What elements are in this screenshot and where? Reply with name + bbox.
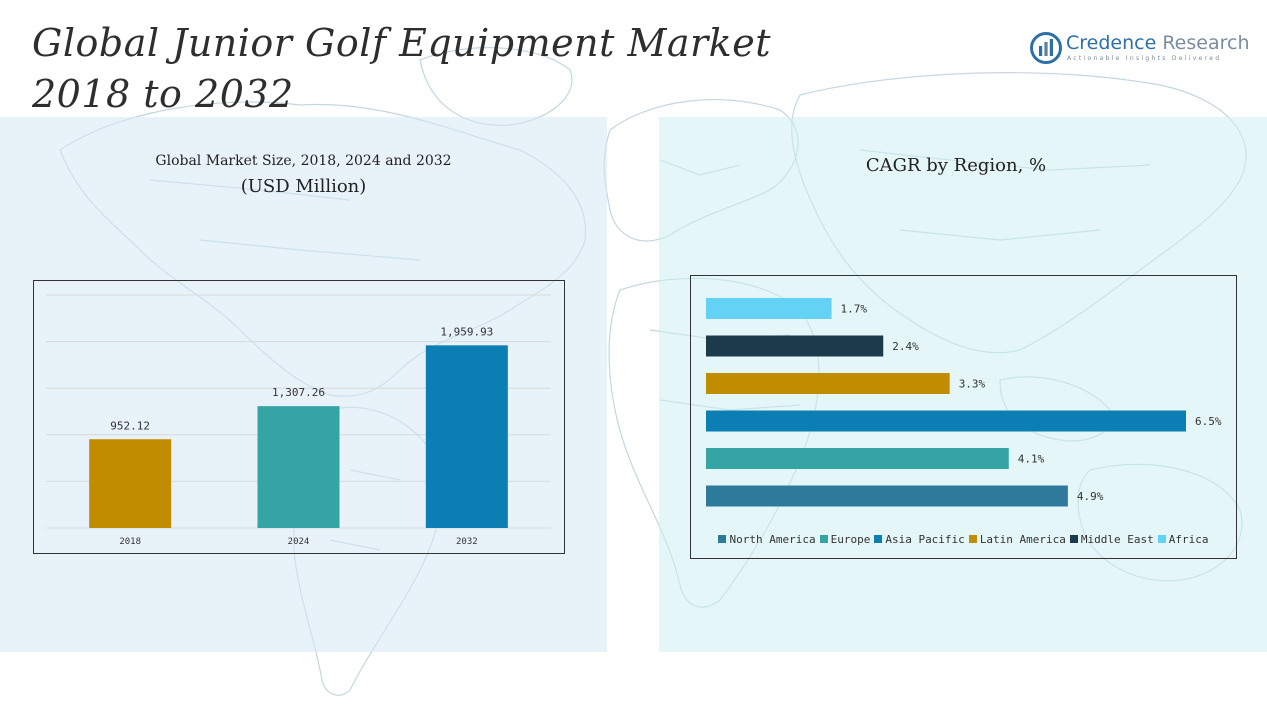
legend-item-africa: Africa [1157, 533, 1209, 546]
cagr-value-label: 2.4% [892, 340, 919, 353]
cagr-chart: 1.7% 2.4% 3.3% 6.5% 4.1% 4.9% North America Eu… [690, 275, 1237, 559]
legend-swatch [819, 535, 828, 543]
cagr-value-label: 1.7% [841, 303, 868, 316]
bar-2018 [89, 439, 172, 528]
brand-name-part1: Credence [1066, 32, 1157, 54]
page-title-line2: 2018 to 2032 [32, 72, 294, 116]
cagr-bar-middle-east [706, 335, 884, 357]
market-size-panel: Global Market Size, 2018, 2024 and 2032 … [0, 117, 607, 652]
legend-label: Europe [830, 533, 871, 546]
cagr-value-label: 6.5% [1195, 415, 1222, 428]
brand-name: Credence Research [1066, 32, 1249, 54]
legend-item-middle-east: Middle East [1069, 533, 1154, 546]
brand-tagline: Actionable Insights Delivered [1067, 55, 1222, 62]
market-size-chart-svg: 952.12 2018 1,307.26 2024 1,959.93 2032 [46, 294, 551, 547]
x-tick-label: 2032 [456, 537, 478, 547]
cagr-bar-north-america [706, 485, 1068, 507]
legend-label: Middle East [1080, 533, 1154, 546]
bar-2032 [425, 345, 508, 528]
legend-label: Asia Pacific [885, 533, 965, 546]
brand-name-part2: Research [1162, 32, 1250, 54]
cagr-bar-africa [706, 298, 832, 319]
credence-logo-icon [1030, 32, 1062, 64]
bar-value-label: 1,307.26 [272, 386, 325, 399]
legend-swatch [874, 535, 883, 543]
legend-item-latin-america: Latin America [968, 533, 1066, 546]
legend-item-asia-pacific: Asia Pacific [874, 533, 965, 546]
legend-swatch [968, 535, 977, 543]
cagr-legend: North America Europe Asia Pacific Latin Ame… [691, 533, 1236, 546]
page-title: Global Junior Golf Equipment Market 2018… [32, 18, 771, 120]
legend-item-north-america: North America [718, 533, 816, 546]
brand-logo: Credence Research Actionable Insights De… [1030, 30, 1249, 70]
bar-value-label: 1,959.93 [440, 325, 493, 338]
legend-item-europe: Europe [819, 533, 871, 546]
cagr-panel: CAGR by Region, % 1.7% 2.4% 3.3% 6.5% 4.1% 4.… [659, 117, 1267, 652]
legend-swatch [1157, 535, 1166, 543]
cagr-bar-europe [706, 448, 1009, 469]
legend-swatch [718, 535, 727, 543]
page-title-line1: Global Junior Golf Equipment Market [32, 21, 771, 65]
cagr-value-label: 3.3% [959, 378, 986, 391]
map-greenland [419, 47, 573, 126]
market-size-chart-title: Global Market Size, 2018, 2024 and 2032 [155, 153, 452, 169]
market-size-chart: 952.12 2018 1,307.26 2024 1,959.93 2032 [33, 280, 565, 554]
cagr-value-label: 4.1% [1018, 453, 1045, 466]
x-tick-label: 2018 [119, 537, 141, 547]
cagr-bar-latin-america [706, 373, 950, 394]
cagr-chart-svg: 1.7% 2.4% 3.3% 6.5% 4.1% 4.9% [706, 298, 1222, 507]
legend-label: North America [729, 533, 816, 546]
cagr-chart-title: CAGR by Region, % [865, 155, 1047, 176]
cagr-bar-asia-pacific [706, 410, 1186, 432]
legend-label: Africa [1168, 533, 1209, 546]
market-size-chart-subtitle: (USD Million) [240, 176, 367, 197]
bar-2024 [257, 406, 340, 528]
x-tick-label: 2024 [288, 537, 310, 547]
bar-value-label: 952.12 [110, 419, 150, 432]
legend-label: Latin America [979, 533, 1066, 546]
cagr-value-label: 4.9% [1077, 490, 1104, 503]
legend-swatch [1069, 535, 1078, 543]
